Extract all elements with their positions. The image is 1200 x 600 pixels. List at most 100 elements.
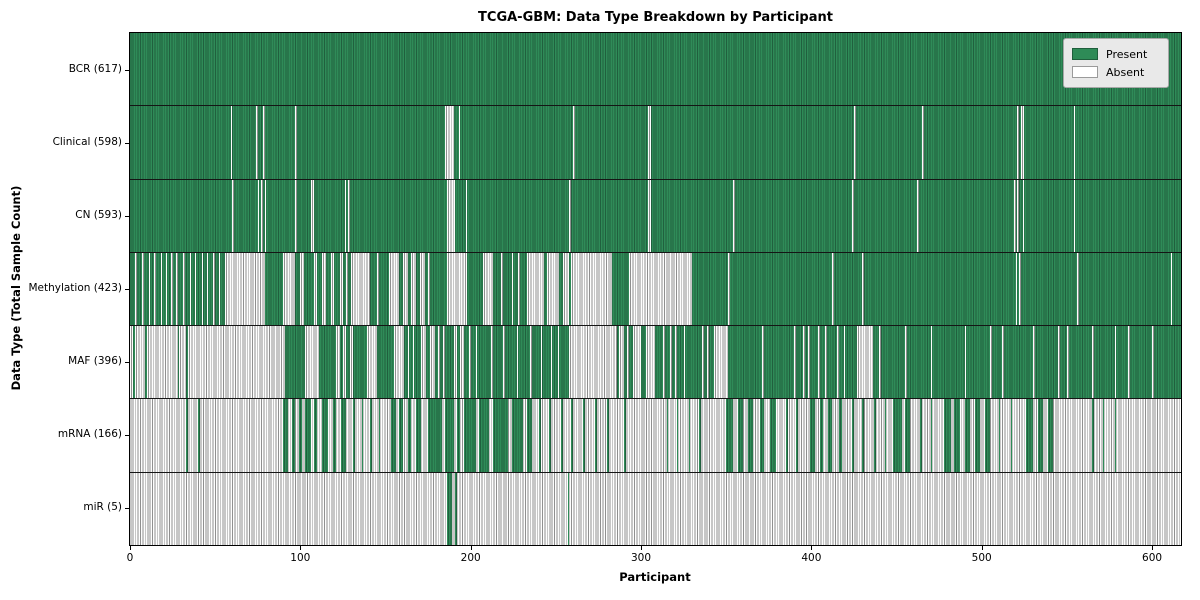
present-segment (186, 399, 188, 472)
absent-segment (344, 179, 347, 252)
absent-segment (683, 326, 686, 399)
absent-segment (540, 326, 543, 399)
absent-segment (1022, 179, 1025, 252)
absent-segment (618, 326, 624, 399)
y-tick (125, 435, 129, 437)
absent-segment (376, 252, 379, 326)
heatmap-row-mir (130, 472, 1181, 545)
x-tick (130, 546, 131, 550)
absent-segment (714, 326, 728, 399)
absent-segment (647, 179, 652, 252)
absent-segment (342, 326, 347, 399)
absent-segment (569, 179, 572, 252)
present-segment (954, 399, 960, 472)
absent-segment (453, 326, 458, 399)
present-segment (595, 399, 597, 472)
present-segment (445, 399, 454, 472)
x-tick-label: 600 (1142, 552, 1163, 564)
present-segment (361, 399, 364, 472)
absent-segment (647, 106, 652, 179)
x-tick-label: 300 (630, 552, 652, 564)
y-tick (125, 289, 129, 290)
absent-segment (491, 326, 493, 399)
present-segment (688, 399, 691, 472)
y-tick-label-mrna: mRNA (166) (57, 428, 122, 441)
absent-segment (1015, 252, 1018, 326)
absent-segment (516, 326, 519, 399)
present-segment (893, 399, 902, 472)
absent-segment (141, 252, 144, 326)
absent-segment (322, 252, 326, 326)
absent-segment (256, 106, 258, 179)
present-segment (874, 399, 877, 472)
absent-segment (571, 252, 613, 326)
present-segment (944, 399, 952, 472)
present-segment (698, 399, 701, 472)
legend: Present Absent (1063, 38, 1169, 88)
absent-segment (843, 326, 846, 399)
absent-segment (518, 252, 521, 326)
present-segment (905, 399, 911, 472)
absent-segment (458, 106, 461, 179)
x-tick (300, 546, 302, 550)
absent-segment (501, 252, 504, 326)
absent-segment (257, 179, 260, 252)
present-swatch-icon (1072, 48, 1098, 60)
absent-segment (218, 252, 221, 326)
absent-segment (1017, 179, 1020, 252)
absent-segment (1002, 326, 1004, 399)
absent-segment (135, 326, 146, 399)
absent-segment (831, 252, 834, 326)
absent-segment (1020, 106, 1025, 179)
absent-segment (824, 326, 827, 399)
present-segment (283, 399, 289, 472)
absent-segment (475, 326, 478, 399)
absent-segment (675, 326, 677, 399)
absent-segment (153, 252, 156, 326)
present-segment (428, 399, 442, 472)
absent-segment (1092, 326, 1095, 399)
present-segment (446, 472, 452, 545)
absent-segment (295, 106, 297, 179)
present-segment (785, 399, 788, 472)
x-tick (470, 546, 472, 550)
absent-segment (310, 179, 314, 252)
present-segment (623, 399, 626, 472)
present-segment (852, 399, 854, 472)
y-axis-label: Data Type (Total Sample Count) (9, 185, 23, 391)
absent-segment (206, 252, 209, 326)
present-segment (538, 399, 541, 472)
present-segment (796, 399, 798, 472)
absent-segment (1073, 179, 1076, 252)
absent-segment (1014, 179, 1016, 252)
absent-segment (175, 252, 178, 326)
heatmap-row-cn (130, 179, 1181, 253)
present-segment (974, 399, 980, 472)
absent-segment (348, 179, 350, 252)
x-tick-label: 500 (971, 552, 992, 564)
present-segment (322, 399, 328, 472)
absent-segment (646, 326, 655, 399)
y-tick-label-maf: MAF (396) (68, 355, 122, 368)
absent-segment (225, 252, 265, 326)
absent-segment (990, 326, 992, 399)
present-segment (479, 399, 490, 472)
absent-segment (572, 106, 575, 179)
heatmap-row-methylation (130, 252, 1181, 327)
present-segment (455, 472, 458, 545)
absent-segment (794, 326, 797, 399)
absent-segment (230, 106, 233, 179)
legend-label-absent: Absent (1106, 65, 1145, 79)
present-segment (198, 399, 200, 472)
absent-segment (1066, 326, 1069, 399)
absent-segment (261, 179, 263, 252)
y-tick (125, 142, 129, 144)
absent-segment (232, 179, 234, 252)
absent-segment (438, 326, 441, 399)
absent-segment (412, 326, 415, 399)
absent-segment (550, 326, 553, 399)
absent-segment (388, 252, 400, 326)
absent-segment (194, 252, 197, 326)
present-segment (298, 399, 303, 472)
absent-segment (857, 326, 873, 399)
